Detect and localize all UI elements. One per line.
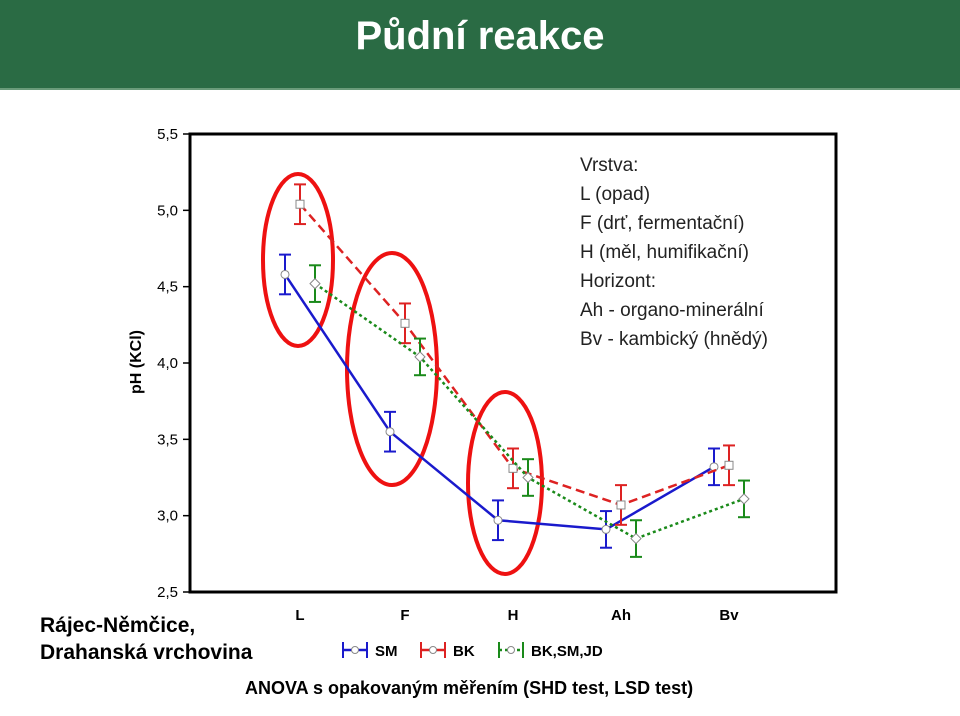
x-tick-label: H	[508, 607, 519, 624]
page-title: Půdní reakce	[355, 14, 605, 58]
annotation-line: L (opad)	[580, 184, 650, 205]
legend-label: SM	[375, 643, 398, 660]
data-point	[414, 351, 426, 363]
data-point	[295, 199, 305, 209]
legend-marker	[351, 646, 359, 654]
data-point	[724, 460, 734, 470]
annotation-line: Horizont:	[580, 271, 656, 292]
data-point	[385, 427, 395, 437]
site-label: Rájec-Němčice, Drahanská vrchovina	[30, 612, 285, 678]
site-label-line2: Drahanská vrchovina	[40, 641, 253, 664]
data-point	[508, 463, 518, 473]
data-point	[280, 269, 290, 279]
highlight-ellipse	[466, 390, 544, 576]
data-point	[616, 500, 626, 510]
y-tick-label: 5,5	[157, 126, 178, 143]
y-tick-label: 2,5	[157, 584, 178, 601]
chart: 2,5 3,0 3,5 4,0 4,5 5,0 5,5 pH (KCl) L F H Ah Bv Vrst…	[128, 126, 838, 660]
x-tick-label: Ah	[611, 607, 631, 624]
annotation-line: Ah - organo-minerální	[580, 300, 764, 321]
highlight-ellipse	[261, 172, 335, 348]
annotation-line: Vrstva:	[580, 155, 638, 176]
y-tick-label: 5,0	[157, 202, 178, 219]
y-axis-title: pH (KCl)	[128, 330, 145, 394]
annotation-line: Bv - kambický (hnědý)	[580, 329, 768, 350]
data-point	[309, 277, 321, 290]
legend-label: BK	[453, 643, 475, 660]
y-tick-label: 4,0	[157, 355, 178, 372]
x-tick-label: F	[400, 607, 409, 624]
site-label-line1: Rájec-Němčice,	[40, 614, 196, 637]
y-tick-label: 4,5	[157, 279, 178, 296]
x-tick-label: L	[295, 607, 304, 624]
title-bar: Půdní reakce	[0, 0, 960, 90]
y-tick-label: 3,0	[157, 508, 178, 525]
annotation-line: H (měl, humifikační)	[580, 242, 749, 263]
y-tick-label: 3,5	[157, 431, 178, 448]
annotation-line: F (drť, fermentační)	[580, 213, 744, 234]
x-tick-label: Bv	[719, 607, 739, 624]
legend-marker	[507, 646, 515, 654]
data-point	[493, 515, 503, 525]
method-note: ANOVA s opakovaným měřením (SHD test, LS…	[245, 678, 694, 698]
content-area: 2,5 3,0 3,5 4,0 4,5 5,0 5,5 pH (KCl) L F H Ah Bv Vrst…	[0, 90, 960, 716]
plot-frame	[188, 132, 838, 594]
legend-label: BK,SM,JD	[531, 643, 603, 660]
legend-marker	[429, 646, 437, 654]
data-point	[522, 471, 534, 484]
data-point	[601, 524, 611, 534]
data-point	[630, 532, 642, 545]
data-point	[738, 493, 750, 505]
data-point	[400, 318, 410, 328]
